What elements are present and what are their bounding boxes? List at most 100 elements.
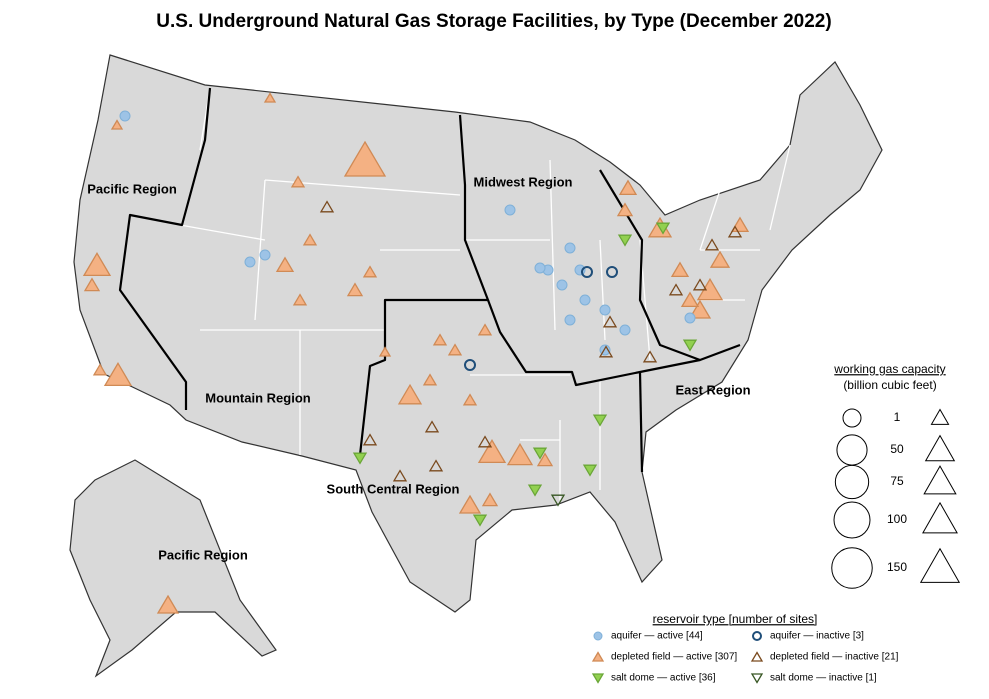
- triangle-marker: [727, 225, 743, 238]
- triangle-marker: [447, 343, 463, 356]
- triangle-marker: [591, 673, 605, 684]
- triangle-marker: [82, 252, 112, 277]
- size-label: 150: [887, 560, 907, 574]
- triangle-marker: [680, 291, 700, 308]
- triangle-marker: [750, 673, 764, 684]
- triangle-marker: [506, 442, 534, 466]
- triangle-marker: [688, 299, 712, 319]
- type-legend-label: aquifer — active [44]: [611, 631, 703, 642]
- size-label: 1: [894, 410, 901, 424]
- region-label: South Central Region: [327, 481, 460, 496]
- type-legend: reservoir type [number of sites] aquifer …: [591, 612, 899, 684]
- circle-marker: [579, 294, 591, 306]
- circle-marker: [581, 266, 593, 278]
- circle-marker: [119, 110, 131, 122]
- circle-marker: [244, 256, 256, 268]
- triangle-marker: [477, 435, 493, 448]
- alaska: [69, 459, 277, 678]
- region-label: Mountain Region: [205, 390, 310, 405]
- type-legend-label: aquifer — inactive [3]: [770, 631, 864, 642]
- size-label: 50: [890, 442, 904, 456]
- facility-markers: [82, 92, 750, 614]
- triangle-marker: [616, 202, 634, 217]
- triangle-marker: [92, 363, 108, 376]
- circle-marker: [619, 324, 631, 336]
- size-label: 100: [887, 512, 907, 526]
- triangle-marker: [302, 233, 318, 246]
- size-circle: [842, 408, 862, 428]
- circle-marker: [606, 266, 618, 278]
- map-title: U.S. Underground Natural Gas Storage Fac…: [156, 11, 831, 32]
- size-triangle: [924, 434, 956, 462]
- type-legend-label: salt dome — active [36]: [611, 673, 716, 684]
- triangle-marker: [670, 261, 690, 278]
- region-label: Pacific Region: [158, 547, 248, 562]
- triangle-marker: [319, 200, 335, 213]
- triangle-marker: [424, 420, 440, 433]
- type-legend-label: salt dome — inactive [1]: [770, 673, 877, 684]
- triangle-marker: [532, 447, 548, 460]
- triangle-marker: [428, 459, 444, 472]
- triangle-marker: [378, 346, 392, 357]
- size-legend-title: working gas capacity: [833, 362, 945, 376]
- region-labels: Pacific Region Midwest Region Mountain Reg…: [87, 174, 750, 562]
- triangle-marker: [458, 494, 482, 514]
- triangle-marker: [362, 265, 378, 278]
- triangle-marker: [432, 333, 448, 346]
- region-label: Pacific Region: [87, 181, 177, 196]
- size-circle: [834, 464, 870, 500]
- size-triangle: [919, 547, 961, 583]
- triangle-marker: [263, 92, 277, 103]
- triangle-marker: [392, 469, 408, 482]
- triangle-marker: [591, 651, 605, 662]
- triangle-marker: [352, 452, 368, 465]
- triangle-marker: [668, 283, 684, 296]
- size-label: 75: [890, 474, 904, 488]
- triangle-marker: [290, 175, 306, 188]
- triangle-marker: [462, 393, 478, 406]
- circle-marker: [259, 249, 271, 261]
- triangle-marker: [343, 140, 387, 177]
- triangle-marker: [362, 433, 378, 446]
- triangle-marker: [527, 484, 543, 497]
- circle-marker: [564, 314, 576, 326]
- size-triangle: [930, 408, 950, 425]
- region-label: East Region: [675, 382, 750, 397]
- type-legend-title: reservoir type [number of sites]: [653, 612, 818, 626]
- triangle-marker: [481, 492, 499, 507]
- circle-marker: [504, 204, 516, 216]
- triangle-marker: [709, 250, 731, 268]
- triangle-marker: [582, 464, 598, 477]
- triangle-marker: [275, 256, 295, 273]
- type-legend-label: depleted field — active [307]: [611, 652, 737, 663]
- circle-marker: [534, 262, 546, 274]
- triangle-marker: [550, 494, 566, 507]
- size-circle: [836, 434, 868, 466]
- circle-marker: [464, 359, 476, 371]
- triangle-marker: [477, 439, 507, 464]
- triangle-marker: [472, 514, 488, 527]
- triangle-marker: [477, 323, 493, 336]
- circle-marker: [599, 304, 611, 316]
- land: [69, 54, 883, 678]
- circle-marker: [556, 279, 568, 291]
- type-legend-label: depleted field — inactive [21]: [770, 652, 899, 663]
- triangle-marker: [682, 339, 698, 352]
- triangle-marker: [397, 383, 423, 405]
- triangle-marker: [422, 373, 438, 386]
- size-legend: working gas capacity (billion cubic feet)…: [831, 362, 961, 589]
- size-triangle: [922, 501, 958, 534]
- triangle-marker: [536, 452, 554, 467]
- triangle-marker: [692, 278, 708, 291]
- triangle-marker: [598, 345, 614, 358]
- triangle-marker: [642, 350, 658, 363]
- triangle-marker: [292, 293, 308, 306]
- size-circle: [831, 547, 873, 589]
- triangle-marker: [750, 651, 764, 662]
- size-legend-subtitle: (billion cubic feet): [843, 378, 936, 392]
- triangle-marker: [602, 315, 618, 328]
- triangle-marker: [592, 414, 608, 427]
- circle-marker: [684, 312, 696, 324]
- triangle-marker: [618, 179, 638, 196]
